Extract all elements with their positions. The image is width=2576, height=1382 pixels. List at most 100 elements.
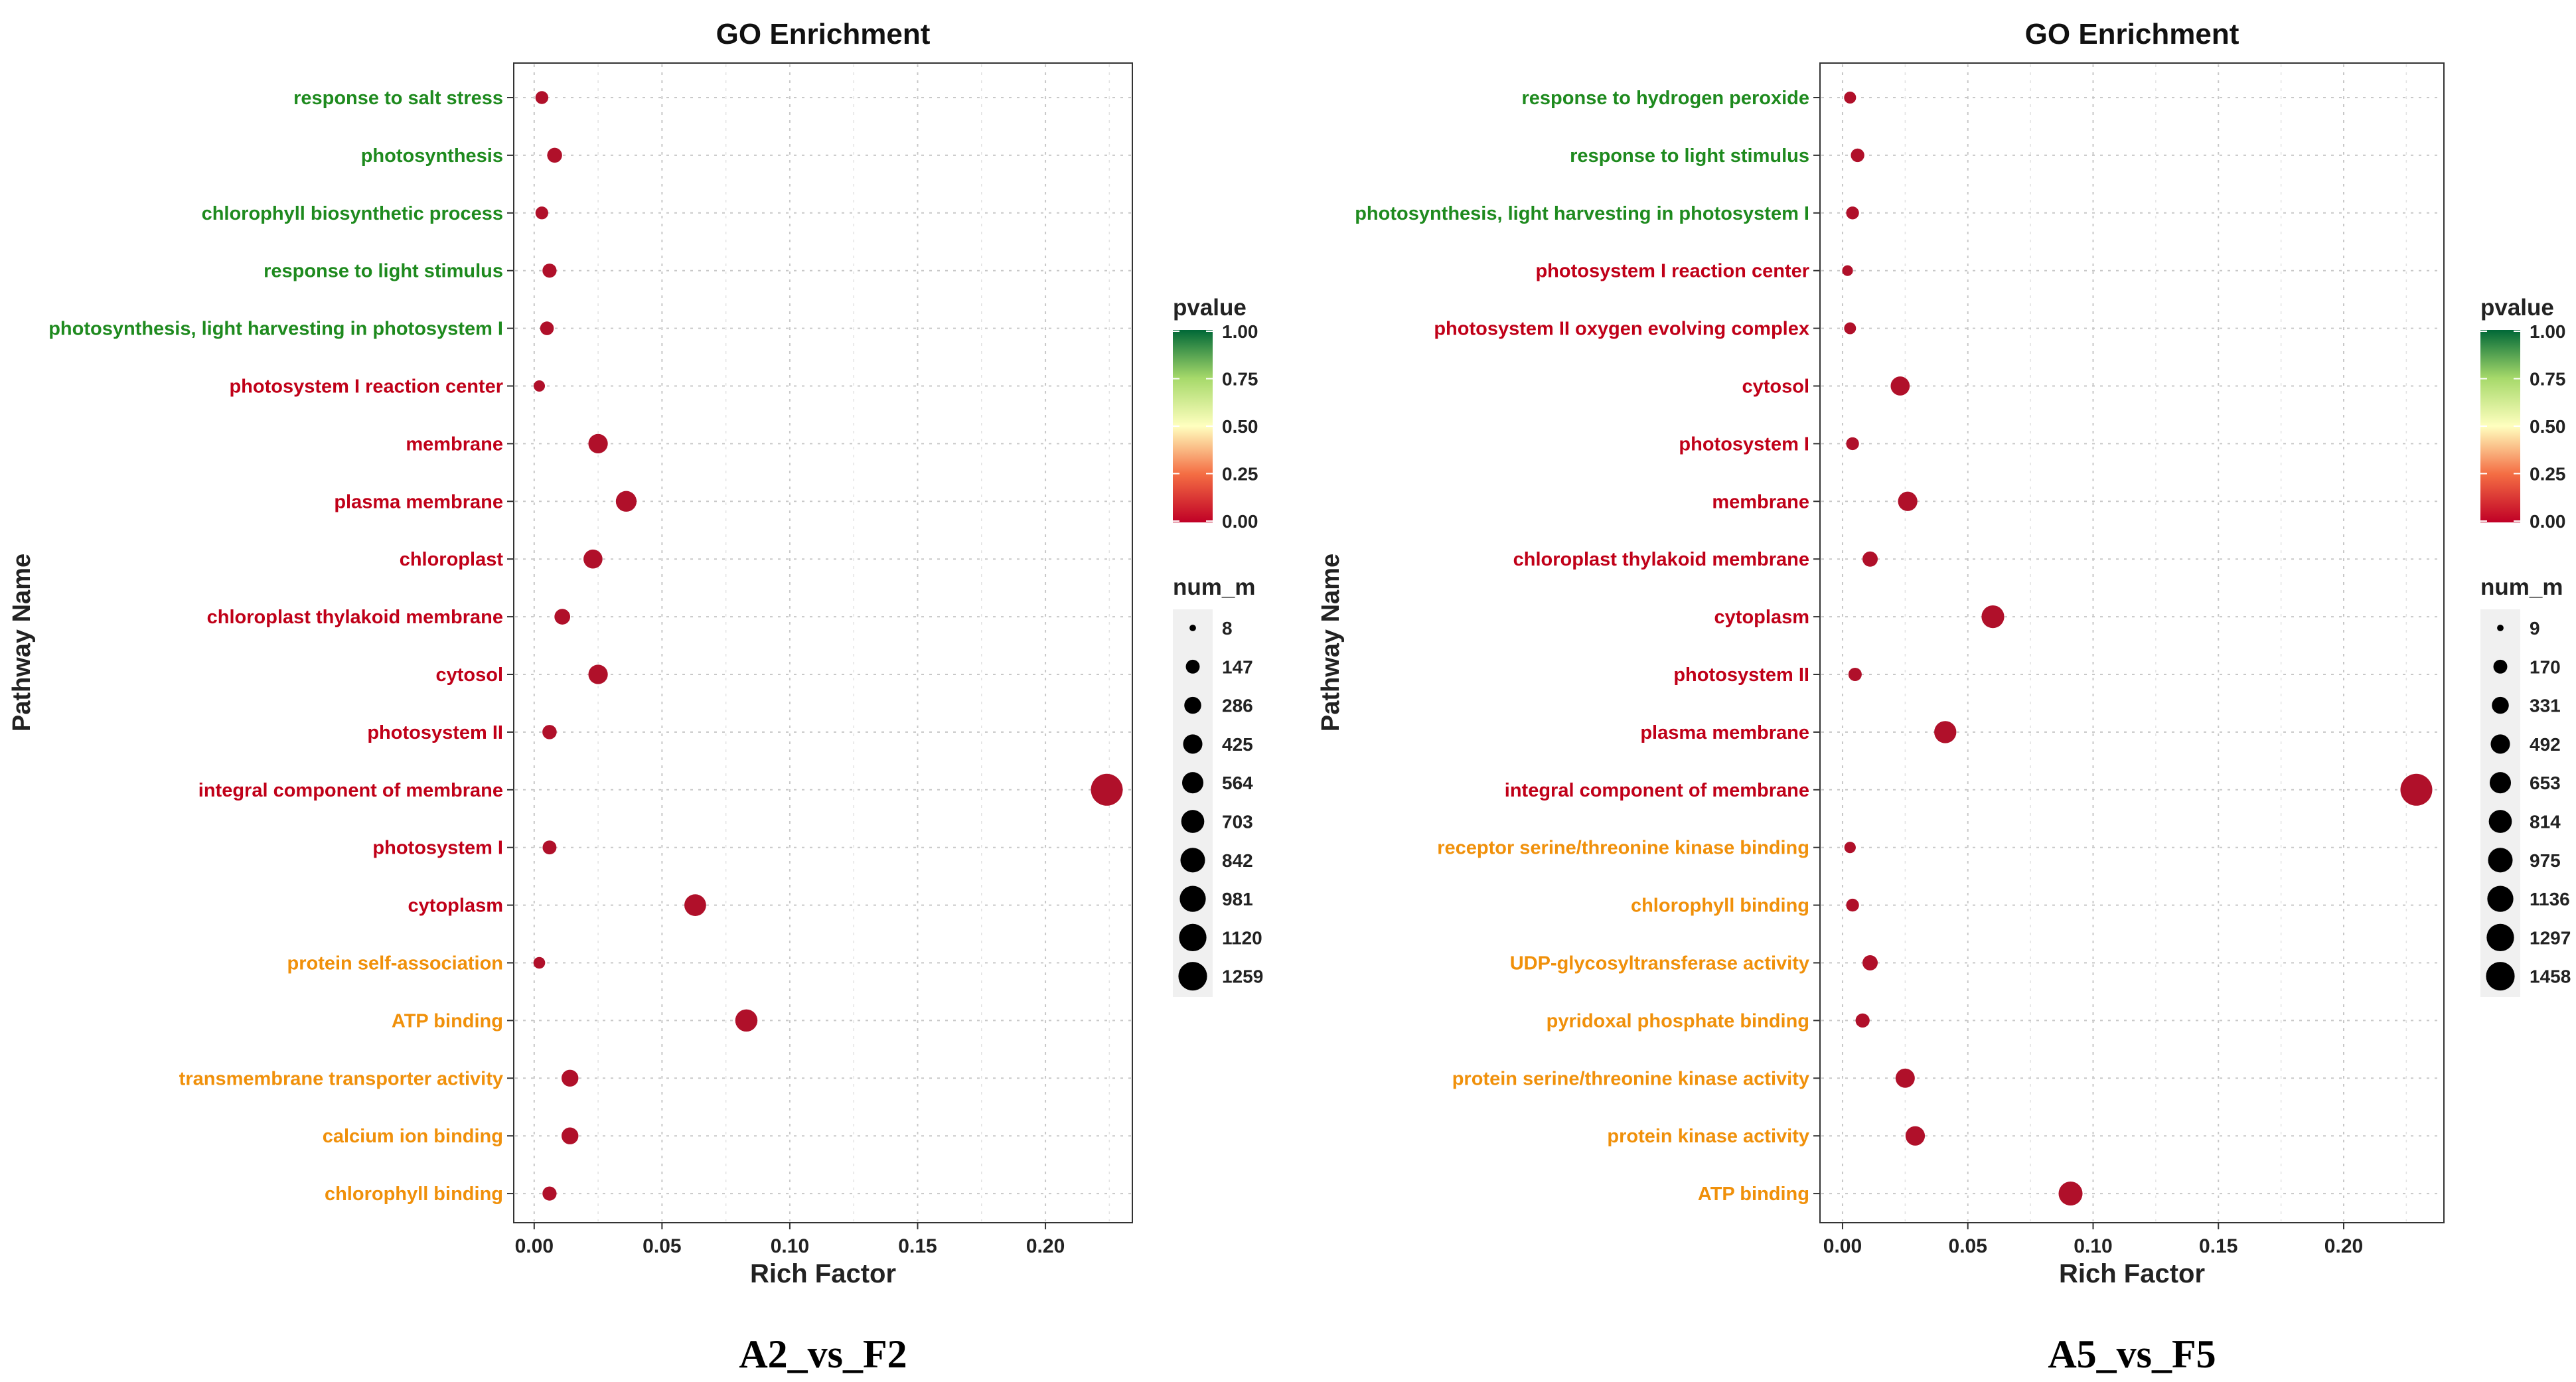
x-axis-ticks: 0.00 0.05 0.10 0.15 0.20 (1823, 1223, 2363, 1257)
x-tick-label: 0.15 (2199, 1235, 2237, 1257)
size-legend-label: 492 (2530, 734, 2561, 755)
size-legend-dot (2486, 962, 2515, 991)
size-legend-label: 564 (1222, 773, 1253, 793)
color-legend-label: 0.75 (2530, 369, 2566, 390)
pathway-label: chlorophyll biosynthetic process (202, 203, 503, 224)
pathway-labels: response to hydrogen peroxide response to… (1355, 88, 1820, 1205)
size-legend-label: 842 (1222, 850, 1253, 871)
y-axis-title: Pathway Name (1317, 554, 1345, 731)
data-point (2400, 773, 2433, 806)
pathway-label: photosystem I reaction center (229, 376, 503, 398)
size-legend-dot (1179, 923, 1207, 952)
size-legend-label: 814 (2530, 812, 2561, 832)
data-point (1091, 773, 1123, 806)
pathway-label: photosystem I reaction center (1535, 261, 1809, 282)
grid-lines (515, 64, 1131, 1221)
data-point (1862, 551, 1878, 567)
size-legend-dot (2497, 625, 2504, 631)
size-legend: num_m 9 170 331 492 653 814 975 1136 1297 1458 (2480, 574, 2571, 997)
size-legend-dot (2488, 810, 2512, 833)
size-legend-label: 8 (1222, 618, 1233, 639)
size-legend-dot (1189, 625, 1196, 631)
pathway-label: plasma membrane (334, 491, 503, 512)
data-point (583, 549, 603, 569)
size-legend-label: 170 (2530, 656, 2561, 677)
pathway-label: integral component of membrane (1505, 780, 1809, 801)
size-legend-label: 1297 (2530, 927, 2571, 948)
data-point (1846, 437, 1859, 451)
pathway-label: cytosol (1742, 376, 1809, 398)
pathway-label: photosystem I (1679, 433, 1809, 455)
color-legend-label: 0.00 (1222, 511, 1258, 532)
size-legend-label: 1458 (2530, 966, 2571, 987)
data-point (1846, 898, 1859, 912)
y-axis-title: Pathway Name (8, 554, 36, 731)
data-point (1981, 605, 2005, 629)
x-tick-label: 0.10 (2074, 1235, 2112, 1257)
pathway-label: calcium ion binding (323, 1126, 503, 1147)
color-legend-label: 0.25 (1222, 464, 1258, 485)
x-tick-label: 0.10 (771, 1235, 809, 1257)
x-tick-label: 0.20 (1026, 1235, 1065, 1257)
size-legend-label: 147 (1222, 656, 1253, 677)
size-legend-dot (1180, 848, 1205, 873)
data-point (542, 725, 557, 739)
data-point (1844, 842, 1856, 854)
size-legend-label: 425 (1222, 734, 1253, 755)
pathway-label: photosynthesis (361, 145, 503, 167)
color-legend-label: 0.50 (2530, 416, 2566, 437)
data-point (1842, 265, 1853, 276)
size-legend-dot (1181, 810, 1205, 833)
pathway-label: chloroplast thylakoid membrane (207, 607, 503, 628)
size-legend-label: 331 (2530, 696, 2561, 716)
size-legend-dot (2492, 696, 2509, 714)
pathway-label: photosynthesis, light harvesting in phot… (1355, 203, 1809, 224)
size-legend-dot (1185, 659, 1200, 674)
size-legend-label: 703 (1222, 812, 1253, 832)
size-legend-dot (2490, 734, 2510, 754)
size-legend-dot (2489, 772, 2512, 794)
pathway-label: protein self-association (287, 953, 503, 974)
color-legend-label: 0.50 (1222, 416, 1258, 437)
data-points (533, 91, 1123, 1201)
pathway-label: chloroplast thylakoid membrane (1513, 549, 1809, 570)
pathway-label: photosystem II (367, 722, 503, 743)
pathway-label: pyridoxal phosphate binding (1547, 1010, 1809, 1032)
data-point (1846, 206, 1859, 220)
x-tick-label: 0.00 (515, 1235, 554, 1257)
x-axis-title: Rich Factor (2059, 1259, 2205, 1288)
size-legend-title: num_m (2480, 574, 2563, 600)
pathway-label: photosystem II (1673, 664, 1809, 686)
chart-title: GO Enrichment (2025, 18, 2239, 50)
data-point (1895, 1068, 1915, 1088)
color-legend-title: pvalue (1173, 295, 1247, 321)
size-legend-dot (2486, 923, 2514, 952)
data-point (561, 1127, 579, 1144)
pathway-label: protein kinase activity (1607, 1126, 1809, 1147)
color-legend: pvalue 1.00 0.75 0.50 0.25 0.00 (2480, 295, 2566, 532)
pathway-label: UDP-glycosyltransferase activity (1510, 953, 1809, 974)
pathway-label: chloroplast (400, 549, 504, 570)
x-tick-label: 0.20 (2324, 1235, 2363, 1257)
data-points (1842, 91, 2433, 1206)
pathway-label: ATP binding (1698, 1184, 1809, 1205)
panel-caption: A2_vs_F2 (739, 1332, 907, 1376)
pathway-label: cytosol (435, 664, 503, 686)
color-legend-label: 0.75 (1222, 369, 1258, 390)
data-point (1890, 376, 1910, 396)
size-legend-title: num_m (1173, 574, 1255, 600)
pathway-label: membrane (406, 433, 503, 455)
data-point (533, 380, 546, 392)
pathway-label: response to light stimulus (1570, 145, 1809, 167)
data-point (1855, 1013, 1870, 1028)
grid-lines (1821, 64, 2443, 1221)
data-point (561, 1069, 579, 1087)
color-legend-label: 1.00 (1222, 321, 1258, 342)
plot-panel (1819, 62, 2445, 1223)
data-point (1862, 955, 1878, 970)
pathway-label: chlorophyll binding (325, 1184, 503, 1205)
x-axis-title: Rich Factor (750, 1259, 896, 1288)
pathway-label: cytoplasm (1714, 607, 1809, 628)
pathway-label: integral component of membrane (198, 780, 503, 801)
